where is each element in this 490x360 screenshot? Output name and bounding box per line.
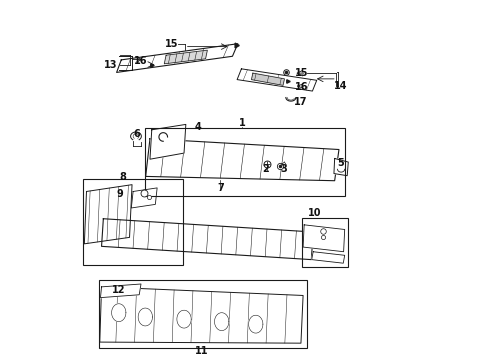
Polygon shape (100, 284, 141, 298)
Polygon shape (84, 185, 132, 244)
Polygon shape (312, 252, 344, 263)
Text: 5: 5 (338, 158, 344, 168)
Polygon shape (131, 188, 157, 208)
Bar (145, 128, 345, 196)
Polygon shape (334, 158, 348, 176)
Polygon shape (138, 308, 152, 326)
Text: 16: 16 (134, 56, 148, 66)
Text: 4: 4 (195, 122, 201, 132)
Bar (302, 219, 347, 267)
Polygon shape (164, 50, 207, 64)
Polygon shape (100, 287, 303, 343)
Text: 13: 13 (104, 59, 117, 69)
Text: 7: 7 (217, 183, 224, 193)
Bar (83, 179, 183, 265)
Text: 1: 1 (239, 118, 245, 128)
Polygon shape (112, 304, 126, 321)
Text: 11: 11 (195, 346, 208, 356)
Text: 16: 16 (295, 82, 308, 92)
Bar (98, 280, 307, 348)
Text: 14: 14 (334, 81, 348, 91)
Polygon shape (251, 73, 285, 85)
Text: 15: 15 (165, 40, 178, 49)
Polygon shape (177, 310, 191, 328)
Text: 8: 8 (120, 172, 126, 182)
Text: 15: 15 (295, 68, 308, 78)
Polygon shape (117, 44, 238, 72)
Polygon shape (215, 313, 229, 330)
Text: 3: 3 (280, 163, 287, 174)
Text: 6: 6 (133, 129, 140, 139)
Text: 10: 10 (307, 208, 321, 218)
Text: 12: 12 (112, 285, 125, 296)
Polygon shape (101, 219, 313, 260)
Polygon shape (237, 69, 317, 91)
Polygon shape (150, 125, 186, 159)
Polygon shape (248, 315, 263, 333)
Text: 17: 17 (294, 97, 307, 107)
Text: 9: 9 (117, 189, 123, 199)
Polygon shape (146, 139, 339, 181)
Polygon shape (303, 225, 344, 252)
Text: 2: 2 (262, 164, 269, 174)
